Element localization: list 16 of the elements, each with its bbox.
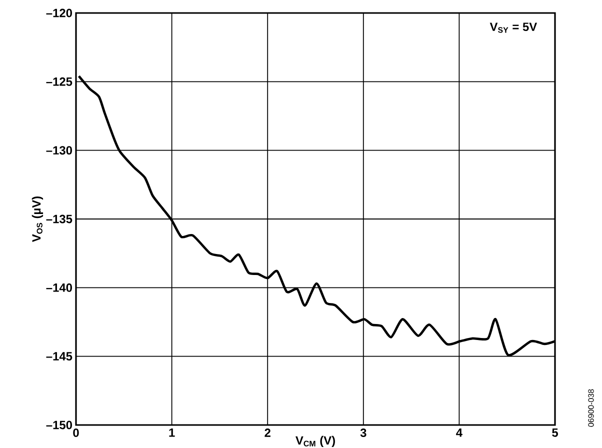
y-tick-label: –120	[46, 8, 72, 18]
annotation: V$_{SY}$ = 5V	[490, 22, 538, 33]
y-tick-label: –145	[46, 352, 72, 360]
y-tick-label: –140	[46, 283, 72, 292]
x-tick-label: 5	[552, 428, 558, 437]
x-tick-label: 1	[169, 428, 175, 437]
y-tick-label: –125	[46, 77, 72, 86]
x-tick-label: 4	[456, 428, 462, 437]
x-tick-label: 0	[73, 428, 79, 437]
x-tick-label: 3	[360, 428, 366, 438]
x-tick-label: 2	[264, 428, 270, 437]
y-tick-label: –135	[46, 214, 72, 224]
y-tick-label: –130	[46, 146, 72, 155]
x-axis-title: V$_{CM}$ (V)	[296, 436, 335, 448]
y-axis-title: V$_{OS}$ (µV)	[32, 196, 44, 242]
y-tick-label: –150	[46, 420, 72, 430]
